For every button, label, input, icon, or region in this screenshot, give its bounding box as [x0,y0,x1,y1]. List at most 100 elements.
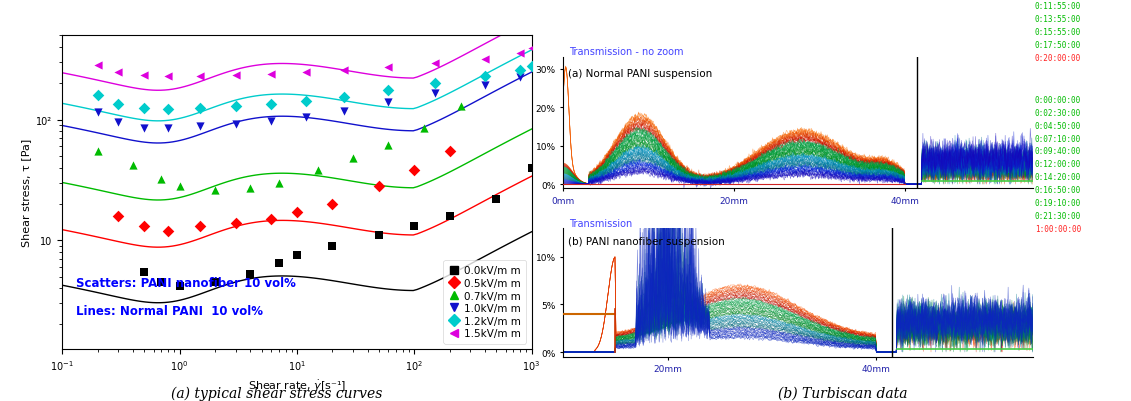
Point [287,252,305,259]
Point [414,126,432,132]
Point [226,122,244,128]
Point [226,73,244,79]
Point [261,71,279,78]
Text: 0:19:10:00: 0:19:10:00 [1035,198,1081,207]
Point [110,120,128,126]
Point [171,283,189,289]
Text: 0:09:40:00: 0:09:40:00 [1035,147,1081,156]
Point [269,260,287,266]
Text: 0:17:50:00: 0:17:50:00 [1035,41,1081,50]
Point [335,94,353,101]
Point [287,210,305,216]
Text: 0:21:30:00: 0:21:30:00 [1035,211,1081,220]
Point [405,168,423,174]
Text: Transmission: Transmission [569,218,632,228]
Point [309,168,327,174]
Point [241,271,259,278]
Point [523,46,541,53]
Point [261,216,279,223]
Point [159,126,178,132]
Text: (a) typical shear stress curves: (a) typical shear stress curves [172,386,382,400]
Point [136,126,154,132]
Point [269,180,287,186]
Point [440,148,458,155]
Text: (a) Normal PANI suspension: (a) Normal PANI suspension [568,69,713,79]
Point [191,124,209,130]
Point [110,69,128,76]
Point [88,93,106,99]
Point [136,269,154,275]
Point [153,279,171,286]
Point [370,184,388,190]
Point [523,165,541,171]
Point [426,81,444,87]
Point [191,105,209,112]
Point [261,101,279,108]
Point [297,99,316,105]
Text: Transmission - no zoom: Transmission - no zoom [569,47,683,57]
Point [241,186,259,192]
Point [426,91,444,97]
Point [136,224,154,230]
Point [379,88,397,94]
Point [226,103,244,110]
Point [88,148,106,155]
Point [159,228,178,234]
Point [88,110,106,116]
Text: (b) Turbiscan data: (b) Turbiscan data [778,386,907,400]
Point [110,213,128,219]
Point [153,176,171,183]
Text: 1:00:00:00: 1:00:00:00 [1035,224,1081,233]
Point [159,107,178,113]
Point [261,119,279,125]
Point [476,73,494,80]
Point [123,162,141,169]
Text: 0:04:50:00: 0:04:50:00 [1035,122,1081,130]
Point [476,82,494,89]
Point [511,75,529,81]
Text: 0:20:00:00: 0:20:00:00 [1035,54,1081,63]
Text: 0:07:10:00: 0:07:10:00 [1035,134,1081,143]
Text: 0:11:55:00: 0:11:55:00 [1035,2,1081,10]
Point [191,224,209,230]
Text: 0:16:50:00: 0:16:50:00 [1035,186,1081,194]
Point [476,56,494,63]
X-axis label: Shear rate, $\dot{\gamma}$[s⁻¹]: Shear rate, $\dot{\gamma}$[s⁻¹] [248,378,346,393]
Point [426,61,444,67]
Text: (b) PANI nanofiber suspension: (b) PANI nanofiber suspension [568,236,725,246]
Point [405,224,423,230]
Point [335,108,353,115]
Point [159,74,178,81]
Point [370,233,388,239]
Point [344,156,362,162]
Text: 0:13:55:00: 0:13:55:00 [1035,14,1081,24]
Text: Lines: Normal PANI  10 vol%: Lines: Normal PANI 10 vol% [76,304,264,318]
Text: 0:14:20:00: 0:14:20:00 [1035,173,1081,182]
Text: 0:02:30:00: 0:02:30:00 [1035,109,1081,117]
Legend: 0.0kV/m m, 0.5kV/m m, 0.7kV/m m, 1.0kV/m m, 1.2kV/m m, 1.5kV/m m: 0.0kV/m m, 0.5kV/m m, 0.7kV/m m, 1.0kV/m… [443,260,526,344]
Text: 0:15:55:00: 0:15:55:00 [1035,28,1081,36]
Point [297,70,316,76]
Point [379,142,397,148]
Text: 0:12:00:00: 0:12:00:00 [1035,160,1081,169]
Point [511,51,529,57]
Y-axis label: Shear stress, τ [Pa]: Shear stress, τ [Pa] [20,138,31,247]
Point [191,74,209,81]
Point [335,68,353,74]
Point [110,101,128,108]
Point [323,243,342,249]
Point [297,115,316,121]
Point [379,64,397,71]
Text: Scatters: PANI nanofiber 10 vol%: Scatters: PANI nanofiber 10 vol% [76,276,296,289]
Point [136,73,154,79]
Point [379,99,397,106]
Point [523,63,541,70]
Point [452,103,470,110]
Point [511,67,529,74]
Point [206,279,224,286]
Point [487,196,506,203]
Point [206,188,224,194]
Point [136,105,154,112]
Point [440,213,458,219]
Point [88,63,106,69]
